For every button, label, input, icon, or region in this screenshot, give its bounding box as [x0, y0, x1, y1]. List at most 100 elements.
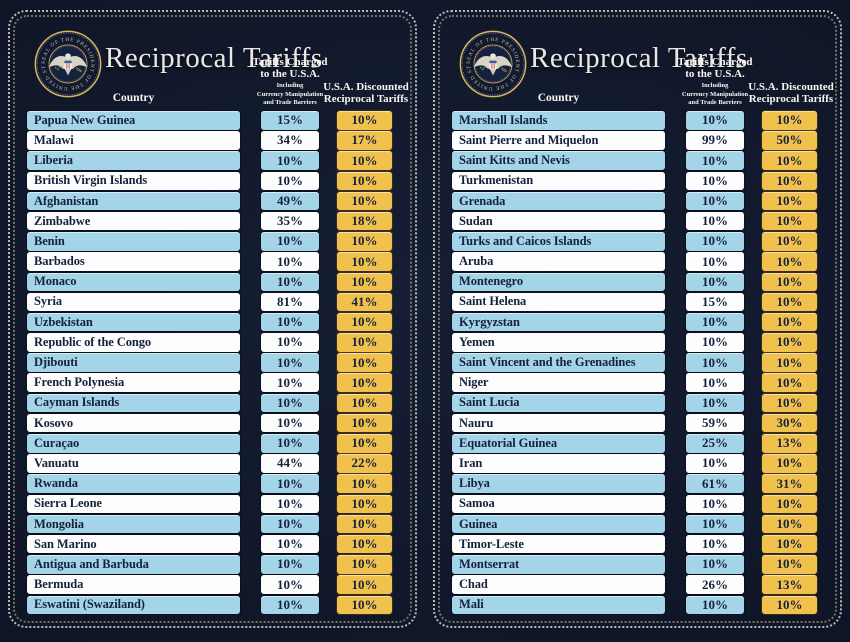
table-row: Chad 26% 13% [452, 575, 825, 594]
tariff-charged-cell: 10% [686, 454, 744, 473]
presidential-seal-icon: SEAL OF THE PRESIDENT OF THE UNITED STAT… [34, 30, 102, 98]
country-cell: Liberia [27, 151, 240, 170]
country-cell: Papua New Guinea [27, 111, 240, 130]
discounted-tariff-cell: 10% [337, 373, 392, 392]
table-row: Mongolia 10% 10% [27, 514, 400, 534]
tariff-charged-cell: 15% [261, 111, 319, 130]
page-title: Reciprocal Tariffs [105, 42, 323, 74]
table-row: Yemen 10% 10% [452, 333, 825, 352]
tariff-charged-cell: 10% [686, 252, 744, 271]
discounted-tariff-cell: 17% [337, 131, 392, 150]
discounted-tariff-cell: 13% [762, 434, 817, 453]
tariff-charged-cell: 61% [686, 474, 744, 493]
country-cell: Zimbabwe [27, 211, 240, 231]
discounted-tariff-cell: 10% [762, 353, 817, 372]
country-cell: Timor-Leste [452, 534, 665, 554]
table-row: Benin 10% 10% [27, 232, 400, 251]
discounted-tariff-cell: 13% [762, 575, 817, 594]
country-cell: Kosovo [27, 413, 240, 433]
discounted-tariff-cell: 10% [337, 353, 392, 372]
tariff-charged-cell: 10% [686, 514, 744, 534]
table-row: Syria 81% 41% [27, 292, 400, 312]
discounted-tariff-cell: 10% [762, 312, 817, 332]
tariff-charged-cell: 10% [261, 534, 319, 554]
table-row: Saint Vincent and the Grenadines 10% 10% [452, 353, 825, 372]
country-cell: Eswatini (Swaziland) [27, 595, 240, 614]
tariff-charged-cell: 10% [686, 191, 744, 211]
table-row: Mali 10% 10% [452, 595, 825, 614]
discounted-tariff-cell: 10% [337, 514, 392, 534]
country-cell: Niger [452, 373, 665, 392]
table-row: Curaçao 10% 10% [27, 434, 400, 453]
table-row: Saint Pierre and Miquelon 99% 50% [452, 131, 825, 150]
country-cell: Republic of the Congo [27, 333, 240, 352]
discounted-tariff-cell: 41% [337, 292, 392, 312]
table-row: Republic of the Congo 10% 10% [27, 333, 400, 352]
table-row: Nauru 59% 30% [452, 413, 825, 433]
country-cell: Saint Lucia [452, 393, 665, 413]
tariff-panel-left: SEAL OF THE PRESIDENT OF THE UNITED STAT… [8, 10, 417, 628]
country-cell: Nauru [452, 413, 665, 433]
column-header-country: Country [537, 92, 580, 104]
discounted-tariff-cell: 10% [337, 494, 392, 514]
discounted-tariff-cell: 10% [762, 272, 817, 291]
tariff-charged-cell: 10% [686, 312, 744, 332]
column-header-discounted-tariffs: U.S.A. Discounted Reciprocal Tariffs [323, 81, 409, 106]
discounted-tariff-cell: 10% [762, 555, 817, 574]
tariff-charged-cell: 10% [261, 575, 319, 594]
country-cell: Aruba [452, 252, 665, 271]
country-cell: Chad [452, 575, 665, 594]
discounted-tariff-cell: 10% [337, 312, 392, 332]
table-row: Bermuda 10% 10% [27, 575, 400, 594]
tariff-charged-cell: 15% [686, 292, 744, 312]
country-cell: Grenada [452, 191, 665, 211]
country-cell: Sierra Leone [27, 494, 240, 514]
country-cell: Sudan [452, 211, 665, 231]
discounted-tariff-cell: 10% [762, 534, 817, 554]
tariff-charged-cell: 10% [686, 595, 744, 614]
table-row: Iran 10% 10% [452, 454, 825, 473]
country-cell: Equatorial Guinea [452, 434, 665, 453]
tariff-charged-cell: 10% [261, 434, 319, 453]
table-row: Equatorial Guinea 25% 13% [452, 434, 825, 453]
discounted-tariff-cell: 10% [762, 232, 817, 251]
discounted-tariff-cell: 10% [762, 393, 817, 413]
tariff-charged-cell: 10% [686, 555, 744, 574]
discounted-tariff-cell: 10% [337, 555, 392, 574]
country-cell: Vanuatu [27, 454, 240, 473]
country-cell: British Virgin Islands [27, 171, 240, 191]
discounted-tariff-cell: 10% [762, 252, 817, 271]
column-header-country: Country [112, 92, 155, 104]
country-cell: Cayman Islands [27, 393, 240, 413]
country-cell: Saint Pierre and Miquelon [452, 131, 665, 150]
tariff-panel-right-inner: SEAL OF THE PRESIDENT OF THE UNITED STAT… [438, 15, 837, 623]
discounted-tariff-cell: 10% [762, 454, 817, 473]
page-title: Reciprocal Tariffs [530, 42, 748, 74]
country-cell: Libya [452, 474, 665, 493]
country-cell: Kyrgyzstan [452, 312, 665, 332]
tariff-charged-cell: 99% [686, 131, 744, 150]
tariff-charged-cell: 10% [686, 373, 744, 392]
country-cell: Malawi [27, 131, 240, 150]
country-cell: Saint Kitts and Nevis [452, 151, 665, 170]
table-row: Malawi 34% 17% [27, 131, 400, 150]
table-row: Niger 10% 10% [452, 373, 825, 392]
discounted-tariff-cell: 10% [337, 434, 392, 453]
discounted-tariff-cell: 10% [337, 474, 392, 493]
table-row: Barbados 10% 10% [27, 252, 400, 271]
table-row: Libya 61% 31% [452, 474, 825, 493]
tariff-charged-cell: 10% [686, 333, 744, 352]
country-cell: Saint Helena [452, 292, 665, 312]
table-row: Guinea 10% 10% [452, 514, 825, 534]
discounted-tariff-cell: 10% [337, 393, 392, 413]
discounted-tariff-cell: 10% [762, 514, 817, 534]
country-cell: Afghanistan [27, 191, 240, 211]
discounted-tariff-cell: 10% [337, 534, 392, 554]
table-row: Saint Helena 15% 10% [452, 292, 825, 312]
discounted-tariff-cell: 10% [762, 211, 817, 231]
tariff-charged-cell: 10% [261, 151, 319, 170]
discounted-tariff-cell: 10% [337, 333, 392, 352]
discounted-tariff-cell: 30% [762, 413, 817, 433]
discounted-tariff-cell: 10% [762, 191, 817, 211]
table-row: Eswatini (Swaziland) 10% 10% [27, 595, 400, 614]
